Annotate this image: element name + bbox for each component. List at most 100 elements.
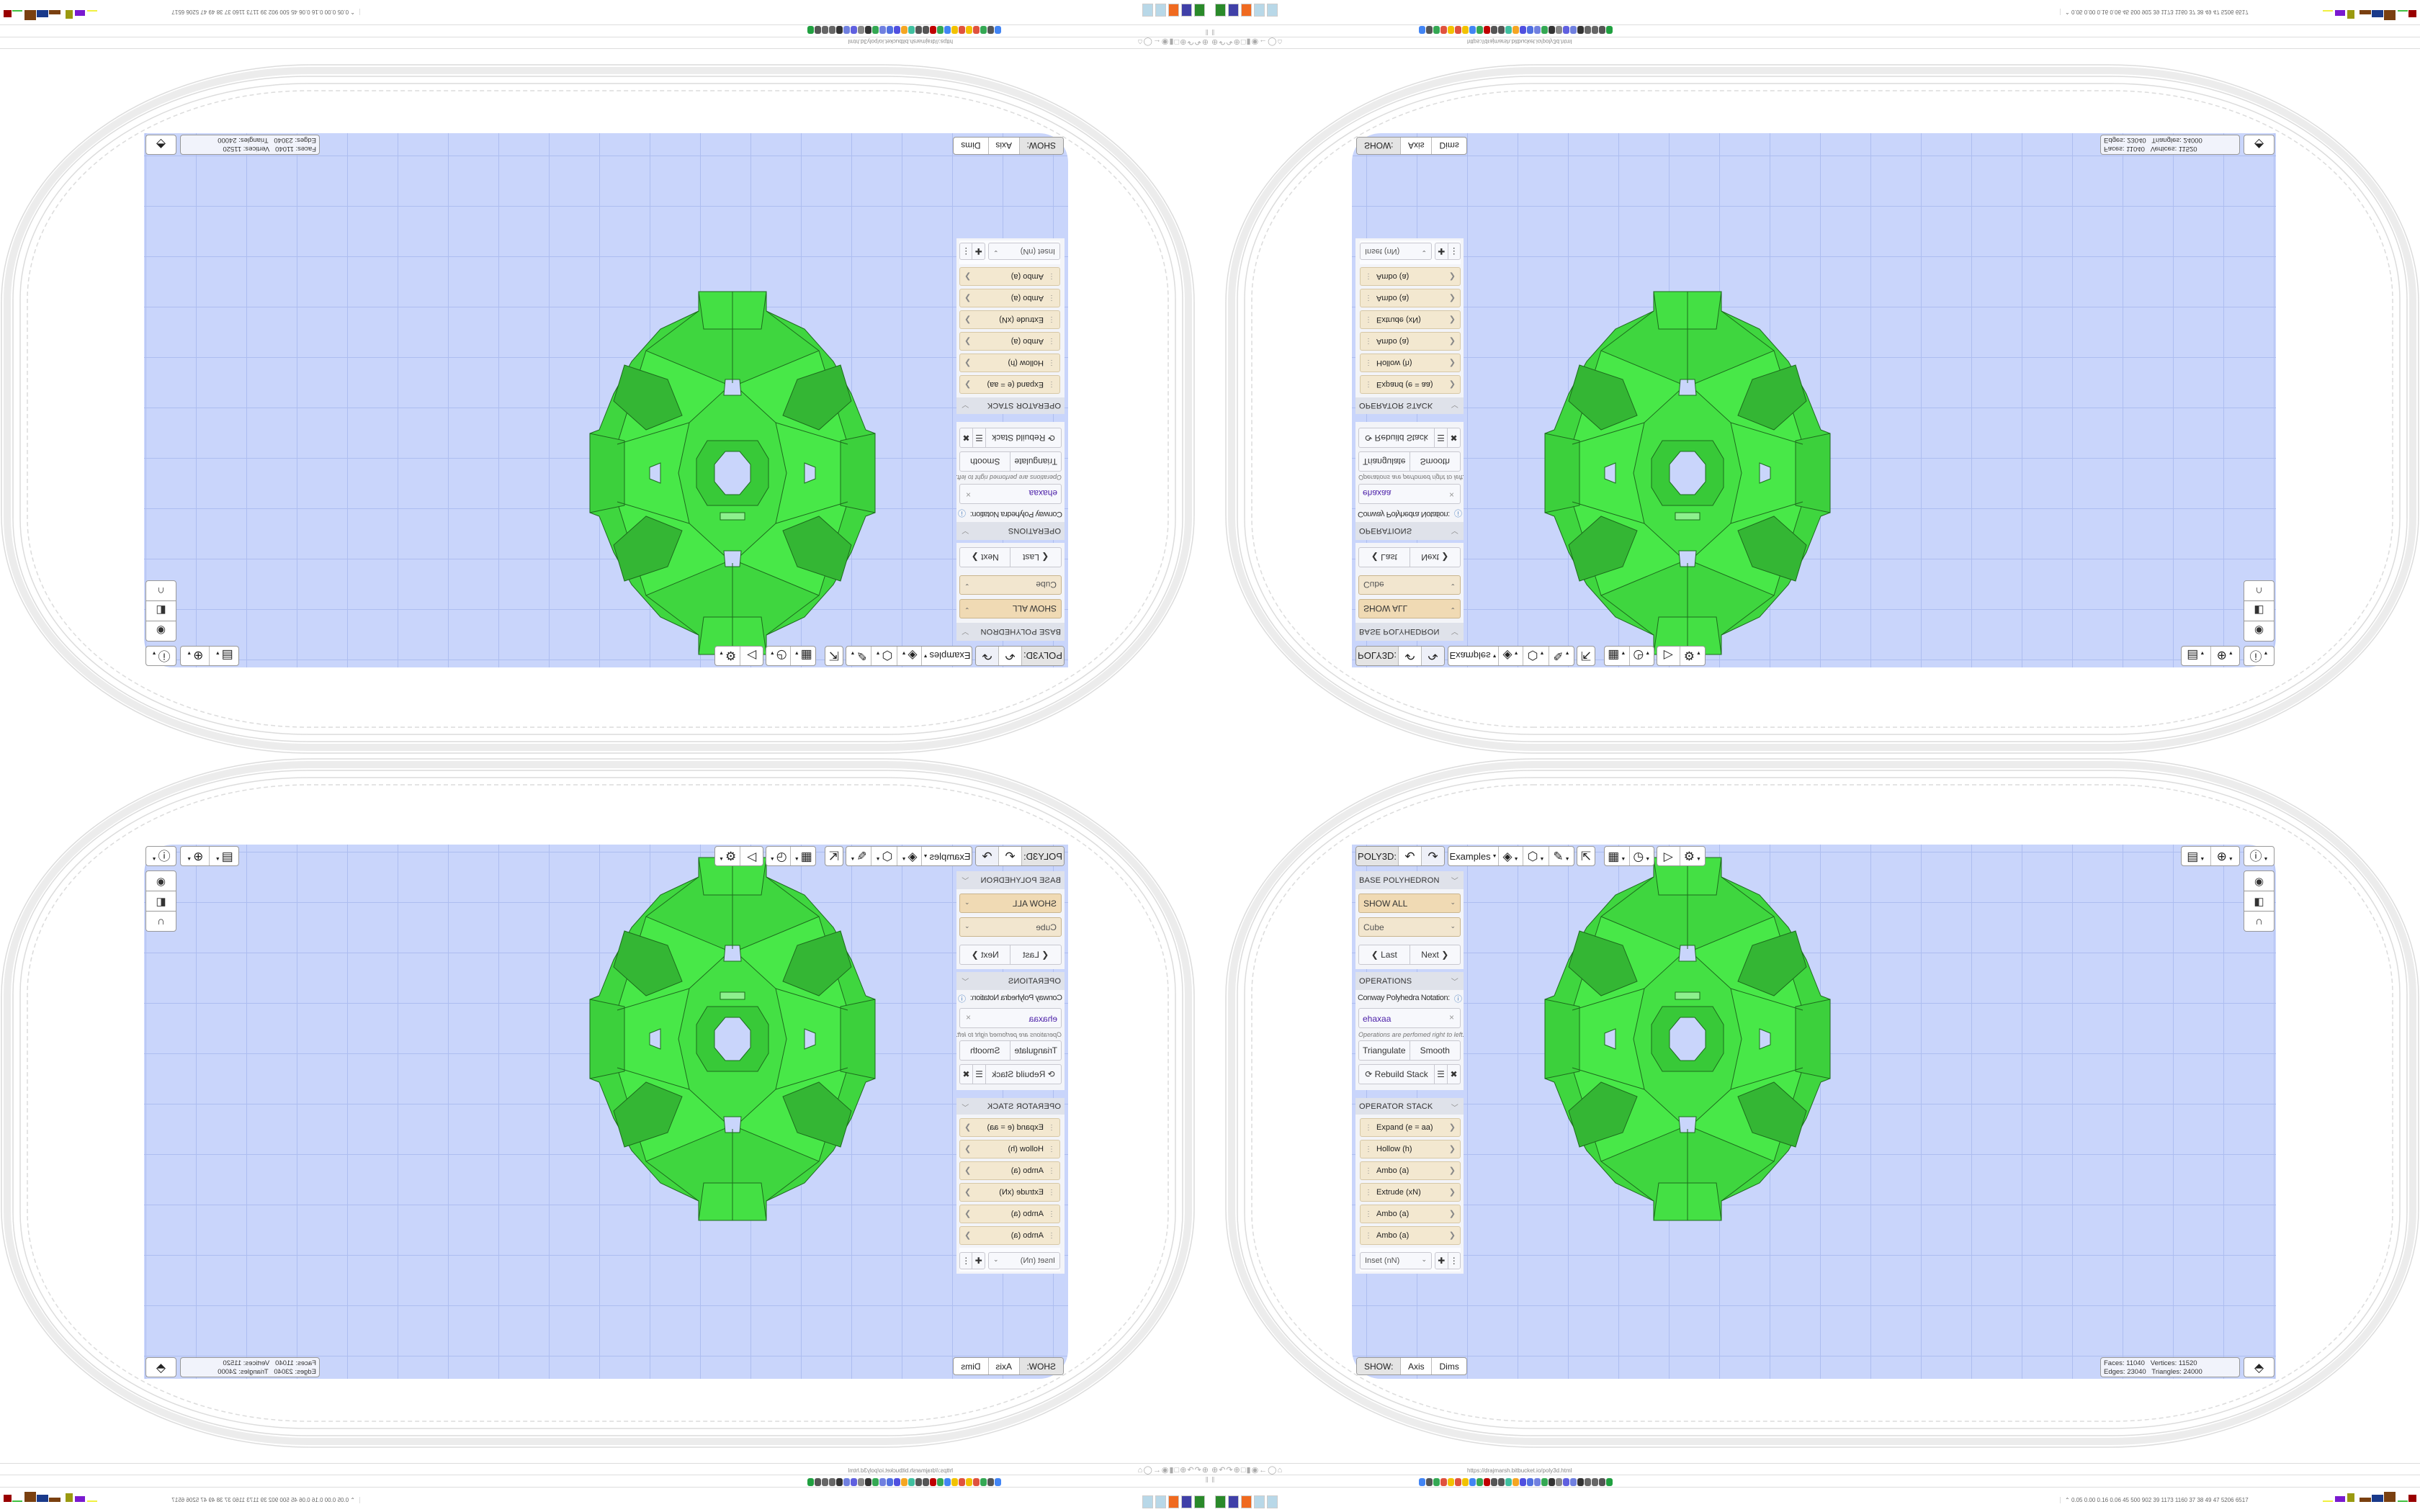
edit-button[interactable]: ✎ ▼	[846, 847, 871, 865]
drag-handle-icon[interactable]: ⋮	[1365, 1188, 1372, 1197]
last-button[interactable]: ❮ Last	[1359, 548, 1410, 567]
taskbar-app-icon[interactable]	[1228, 1495, 1239, 1508]
bookmark-icon[interactable]	[915, 26, 922, 34]
visibility-button[interactable]: ◉	[145, 870, 176, 891]
bookmark-icon[interactable]	[980, 1478, 987, 1486]
sun-time-button[interactable]: ▤ ▼	[2182, 847, 2210, 865]
drag-handle-icon[interactable]: ⋮	[1048, 272, 1055, 281]
drag-handle-icon[interactable]: ⋮	[1048, 294, 1055, 302]
chevron-right-icon[interactable]: ❯	[1448, 315, 1456, 324]
play-button[interactable]: ▷	[1657, 847, 1680, 865]
display-toggle-button[interactable]: ◧	[2244, 600, 2275, 621]
taskbar-app-icon[interactable]	[1194, 4, 1205, 17]
bookmark-icon[interactable]	[930, 26, 936, 34]
bookmark-icon[interactable]	[923, 1478, 929, 1486]
chevron-right-icon[interactable]: ❯	[1448, 294, 1456, 302]
location-button[interactable]: ⊕ ▼	[181, 847, 210, 865]
bookmark-icon[interactable]	[995, 1478, 1001, 1486]
axis-toggle[interactable]: Axis	[1400, 1358, 1431, 1374]
drag-handle-icon[interactable]: ⋮	[1365, 359, 1372, 367]
firefox-icon[interactable]	[1168, 1495, 1179, 1508]
operator-stack-item[interactable]: ⋮ Extrude (xN) ❯	[1360, 310, 1461, 329]
last-button[interactable]: ❮ Last	[1359, 945, 1410, 964]
add-operator-select[interactable]: Inset (nN) ⌄	[988, 1252, 1060, 1269]
browser-nav-icons[interactable]: ⊕↶↷⊕□▮◉←◯⌂	[1137, 1466, 1209, 1475]
base-polyhedron-header[interactable]: BASE POLYHEDRON ﹀	[1355, 871, 1464, 889]
drag-handle-icon[interactable]: ⋮	[1048, 380, 1055, 389]
location-button[interactable]: ⊕ ▼	[2210, 647, 2239, 665]
snap-button[interactable]: ∩	[2244, 580, 2275, 601]
rebuild-stack-button[interactable]: ⟳ Rebuild Stack	[1359, 1065, 1434, 1084]
settings-button[interactable]: ⚙ ▼	[715, 847, 741, 865]
taskbar-app-icon[interactable]	[1194, 1495, 1205, 1508]
snap-button[interactable]: ∩	[145, 911, 176, 932]
drag-handle[interactable]: ‖	[1205, 1476, 1209, 1485]
notepad-icon[interactable]	[1142, 4, 1153, 17]
3d-viewport[interactable]	[1352, 845, 2276, 1379]
settings-button[interactable]: ⚙ ▼	[715, 647, 741, 665]
3d-viewport[interactable]	[144, 845, 1068, 1379]
notepad-icon[interactable]	[1142, 1495, 1153, 1508]
bookmark-icon[interactable]	[951, 1478, 958, 1486]
bookmark-icon[interactable]	[836, 26, 843, 34]
chevron-right-icon[interactable]: ❯	[1448, 359, 1456, 367]
bookmark-icon[interactable]	[1556, 1478, 1562, 1486]
bookmark-icon[interactable]	[1448, 1478, 1454, 1486]
add-operator-select[interactable]: Inset (nN) ⌄	[1360, 243, 1432, 260]
operator-stack-item[interactable]: ⋮ Extrude (xN) ❯	[1360, 1183, 1461, 1202]
next-button[interactable]: Next ❯	[960, 945, 1011, 964]
dims-toggle[interactable]: Dims	[953, 1358, 989, 1374]
operator-stack-item[interactable]: ⋮ Ambo (a) ❯	[959, 1161, 1060, 1180]
bookmark-icon[interactable]	[1419, 26, 1425, 34]
base-polyhedron-header[interactable]: BASE POLYHEDRON ﹀	[1355, 623, 1464, 641]
drag-handle-icon[interactable]: ⋮	[1048, 1145, 1055, 1153]
bookmark-icon[interactable]	[851, 1478, 857, 1486]
chevron-right-icon[interactable]: ❯	[964, 337, 972, 346]
shape-select[interactable]: Cube ⌄	[959, 917, 1062, 937]
bookmark-icon[interactable]	[987, 1478, 994, 1486]
bookmark-icon[interactable]	[923, 26, 929, 34]
bookmark-icon[interactable]	[1440, 26, 1447, 34]
notepad-icon[interactable]	[1267, 4, 1278, 17]
bookmark-icon[interactable]	[973, 1478, 980, 1486]
bookmark-icon[interactable]	[1448, 26, 1454, 34]
clock-button[interactable]: ◷ ▼	[766, 847, 792, 865]
rebuild-stack-button[interactable]: ⟳ Rebuild Stack	[1359, 428, 1434, 447]
bookmark-icon[interactable]	[894, 26, 900, 34]
drag-handle-icon[interactable]: ⋮	[1365, 272, 1372, 281]
dims-toggle[interactable]: Dims	[1431, 138, 1467, 154]
bookmark-icon[interactable]	[887, 26, 893, 34]
shape-select[interactable]: Cube ⌄	[1358, 917, 1461, 937]
visibility-button[interactable]: ◉	[145, 621, 176, 642]
category-select[interactable]: SHOW ALL ⌄	[1358, 894, 1461, 913]
operator-stack-item[interactable]: ⋮ Ambo (a) ❯	[959, 332, 1060, 351]
calendar-button[interactable]: ▦ ▼	[792, 647, 816, 665]
view-button[interactable]: ⬡ ▼	[1523, 647, 1549, 665]
next-button[interactable]: Next ❯	[960, 548, 1011, 567]
examples-button[interactable]: Examples ▼	[1448, 647, 1498, 665]
chevron-right-icon[interactable]: ❯	[964, 359, 972, 367]
category-select[interactable]: SHOW ALL ⌄	[959, 599, 1062, 618]
bookmark-icon[interactable]	[1419, 1478, 1425, 1486]
clear-stack-button[interactable]: ✖	[960, 428, 973, 447]
chevron-right-icon[interactable]: ❯	[964, 1166, 972, 1175]
last-button[interactable]: ❮ Last	[1011, 945, 1062, 964]
redo-button[interactable]: ↷	[1421, 647, 1444, 665]
calendar-button[interactable]: ▦ ▼	[1605, 847, 1629, 865]
last-button[interactable]: ❮ Last	[1011, 548, 1062, 567]
operator-menu-button[interactable]: ⋮	[1447, 1253, 1461, 1269]
operator-stack-item[interactable]: ⋮ Expand (e = aa) ❯	[959, 375, 1060, 394]
chevron-right-icon[interactable]: ❯	[964, 1188, 972, 1197]
chevron-right-icon[interactable]: ❯	[964, 380, 972, 389]
chevron-right-icon[interactable]: ❯	[1448, 380, 1456, 389]
bookmark-icon[interactable]	[879, 1478, 886, 1486]
bookmark-icon[interactable]	[1534, 1478, 1541, 1486]
drag-handle-icon[interactable]: ⋮	[1048, 337, 1055, 346]
bookmark-icon[interactable]	[1469, 26, 1476, 34]
bookmark-icon[interactable]	[944, 26, 951, 34]
bookmark-icon[interactable]	[1455, 1478, 1461, 1486]
add-operator-select[interactable]: Inset (nN) ⌄	[988, 243, 1060, 260]
bookmark-icon[interactable]	[815, 1478, 821, 1486]
operator-stack-header[interactable]: OPERATOR STACK ﹀	[1355, 397, 1464, 414]
bookmark-icon[interactable]	[1476, 26, 1483, 34]
